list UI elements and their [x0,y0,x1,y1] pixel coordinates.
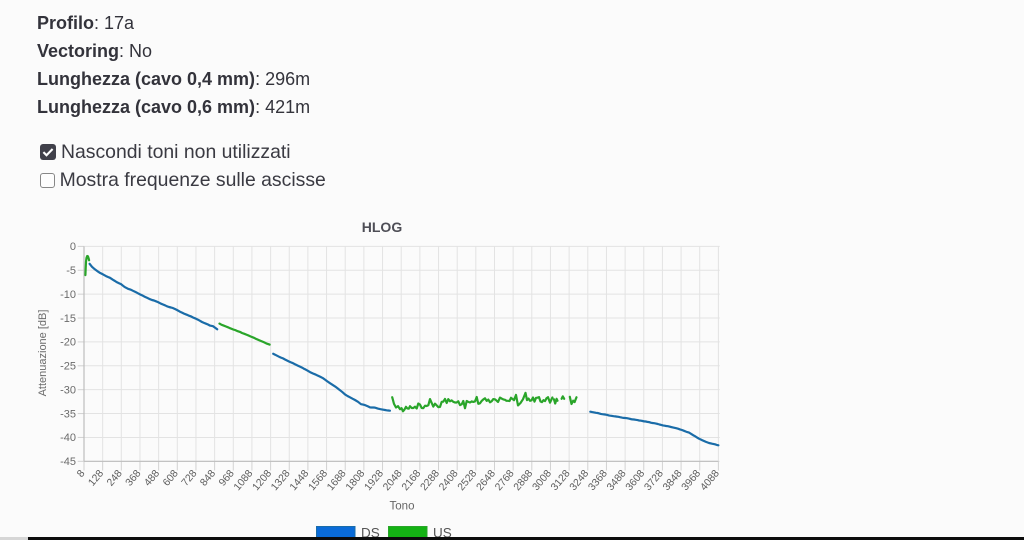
svg-text:2168: 2168 [400,468,423,493]
svg-text:2408: 2408 [437,468,460,493]
svg-text:HLOG: HLOG [362,219,403,235]
svg-text:-10: -10 [60,289,76,301]
svg-text:Tono: Tono [390,501,415,513]
svg-text:US: US [433,525,452,540]
svg-text:-30: -30 [60,384,76,396]
svg-text:2288: 2288 [419,468,442,493]
svg-text:Attenuazione [dB]: Attenuazione [dB] [37,310,49,397]
svg-text:3128: 3128 [549,468,572,493]
svg-text:3968: 3968 [680,468,703,493]
svg-text:1088: 1088 [232,468,255,493]
svg-text:608: 608 [161,468,181,489]
svg-text:-15: -15 [60,313,76,325]
svg-text:-25: -25 [60,361,76,373]
svg-text:-5: -5 [66,265,76,277]
svg-text:3488: 3488 [605,468,628,493]
svg-text:2888: 2888 [512,468,535,493]
svg-text:1448: 1448 [288,468,311,493]
svg-text:3728: 3728 [643,468,666,493]
svg-text:4088: 4088 [699,468,722,493]
svg-text:-20: -20 [60,337,76,349]
svg-text:728: 728 [180,468,200,489]
svg-text:2048: 2048 [381,468,404,493]
svg-text:128: 128 [87,468,107,489]
svg-text:-35: -35 [60,408,76,420]
svg-text:1208: 1208 [251,468,274,493]
svg-text:368: 368 [124,468,144,489]
svg-text:3608: 3608 [624,468,647,493]
svg-text:2768: 2768 [493,468,516,493]
svg-text:-40: -40 [60,432,76,444]
svg-text:1688: 1688 [325,468,348,493]
svg-text:2648: 2648 [475,468,498,493]
svg-text:1928: 1928 [363,468,386,493]
svg-text:DS: DS [361,525,380,540]
svg-text:248: 248 [105,468,125,489]
svg-text:1568: 1568 [307,468,330,493]
svg-text:1808: 1808 [344,468,367,493]
svg-text:-45: -45 [60,456,76,468]
svg-text:3248: 3248 [568,468,591,493]
svg-text:3368: 3368 [587,468,610,493]
svg-text:848: 848 [199,468,219,489]
svg-text:488: 488 [143,468,163,489]
svg-text:2528: 2528 [456,468,479,493]
svg-text:1328: 1328 [269,468,292,493]
svg-text:8: 8 [75,468,87,480]
svg-text:3848: 3848 [661,468,684,493]
svg-text:3008: 3008 [531,468,554,493]
svg-text:0: 0 [70,241,76,253]
